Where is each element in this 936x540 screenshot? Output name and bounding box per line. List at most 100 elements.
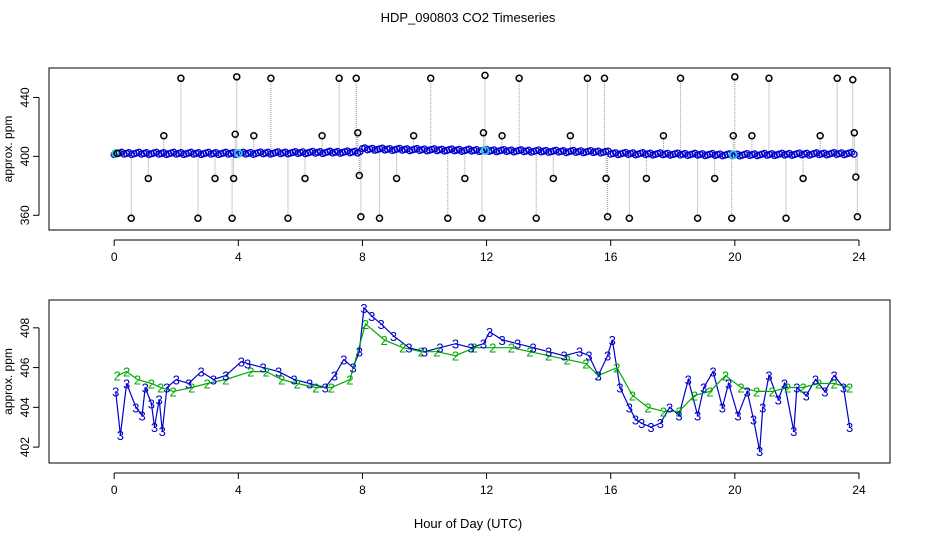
spike-point [267, 74, 275, 83]
spike-point [113, 149, 122, 158]
series-marker-3: 3 [377, 317, 384, 332]
series-marker-2: 2 [433, 345, 440, 360]
x-tick-label: 20 [728, 483, 742, 497]
series-marker-3: 3 [436, 341, 443, 356]
spike-point [177, 74, 185, 83]
series-marker-2: 2 [722, 369, 729, 384]
series-marker-3: 3 [151, 420, 158, 435]
series-marker-2: 2 [545, 349, 552, 364]
spike-point [833, 74, 841, 83]
series-marker-3: 3 [486, 325, 493, 340]
spike-point [357, 212, 365, 221]
series-marker-2: 2 [381, 333, 388, 348]
y-tick-label: 404 [18, 397, 32, 417]
series-marker-3: 3 [750, 412, 757, 427]
spike-point [228, 214, 236, 222]
series-marker-3: 3 [775, 392, 782, 407]
plot-frame [48, 299, 891, 464]
series-marker-3: 3 [156, 392, 163, 407]
series-marker-3: 3 [210, 373, 217, 388]
series-marker-3: 3 [275, 365, 282, 380]
series-marker-3: 3 [480, 337, 487, 352]
spike-point [765, 74, 773, 83]
y-tick-label: 402 [18, 437, 32, 457]
series-marker-3: 3 [421, 345, 428, 360]
x-tick-label: 0 [111, 250, 118, 264]
calibration-point [480, 146, 490, 155]
spike-point [233, 73, 241, 81]
series-marker-3: 3 [244, 357, 251, 372]
series-marker-3: 3 [840, 380, 847, 395]
series-marker-3: 3 [185, 376, 192, 391]
spike-point [409, 131, 418, 140]
series-marker-3: 3 [322, 380, 329, 395]
series-marker-3: 3 [632, 412, 639, 427]
series-marker-3: 3 [390, 329, 397, 344]
series-marker-3: 3 [368, 309, 375, 324]
x-tick-label: 8 [359, 250, 366, 264]
x-tick-label: 12 [480, 250, 494, 264]
spike-point [549, 174, 558, 183]
spike-point [478, 214, 486, 222]
spike-point [426, 74, 435, 83]
spike-point [355, 171, 364, 180]
series-marker-2: 2 [489, 341, 496, 356]
series-marker-3: 3 [604, 349, 611, 364]
spike-point [284, 214, 292, 222]
spike-point [354, 129, 362, 137]
series-marker-3: 3 [685, 373, 692, 388]
spike-point [250, 131, 258, 140]
series-marker-3: 3 [142, 380, 149, 395]
series-marker-3: 3 [306, 376, 313, 391]
spike-point [566, 131, 575, 140]
spike-point [729, 131, 738, 140]
spike-point [602, 174, 610, 183]
spike-point [392, 174, 401, 183]
series-marker-2: 2 [644, 400, 651, 415]
series-marker-3: 3 [163, 380, 170, 395]
series-marker-2: 2 [815, 376, 822, 391]
series-marker-3: 3 [138, 408, 145, 423]
series-marker-2: 2 [675, 404, 682, 419]
spike-point [659, 131, 668, 140]
series-marker-2: 2 [799, 380, 806, 395]
spike-point [600, 74, 609, 83]
series-marker-3: 3 [694, 408, 701, 423]
spike-point [603, 212, 612, 221]
calibration-point [233, 149, 243, 158]
series-marker-2: 2 [362, 317, 369, 332]
figure-xlabel: Hour of Day (UTC) [414, 516, 522, 531]
series-marker-2: 2 [263, 365, 270, 380]
y-tick-label: 400 [18, 146, 32, 166]
series-marker-3: 3 [803, 388, 810, 403]
series-marker-3: 3 [638, 416, 645, 431]
series-marker-2: 2 [660, 404, 667, 419]
y-axis-label: approx. ppm [1, 116, 15, 183]
series-marker-3: 3 [647, 420, 654, 435]
spike-point [144, 174, 153, 183]
series-marker-3: 3 [595, 369, 602, 384]
series-marker-3: 3 [846, 420, 853, 435]
series-marker-3: 3 [498, 333, 505, 348]
figure-title: HDP_090803 CO2 Timeseries [381, 10, 556, 25]
series-marker-3: 3 [734, 408, 741, 423]
spike-point [461, 174, 469, 183]
series-marker-2: 2 [629, 388, 636, 403]
series-marker-3: 3 [123, 376, 130, 391]
series-marker-3: 3 [514, 337, 521, 352]
series-marker-3: 3 [744, 384, 751, 399]
series-marker-3: 3 [781, 376, 788, 391]
series-marker-3: 3 [117, 428, 124, 443]
series-marker-3: 3 [405, 341, 412, 356]
series-marker-2: 2 [691, 388, 698, 403]
series-marker-3: 3 [790, 424, 797, 439]
series-marker-3: 3 [112, 384, 119, 399]
series-marker-3: 3 [831, 369, 838, 384]
series-marker-3: 3 [666, 400, 673, 415]
series-marker-3: 3 [173, 373, 180, 388]
series-marker-2: 2 [595, 369, 602, 384]
series-marker-3: 3 [812, 373, 819, 388]
series-marker-2: 2 [399, 341, 406, 356]
spike-point [515, 74, 523, 83]
